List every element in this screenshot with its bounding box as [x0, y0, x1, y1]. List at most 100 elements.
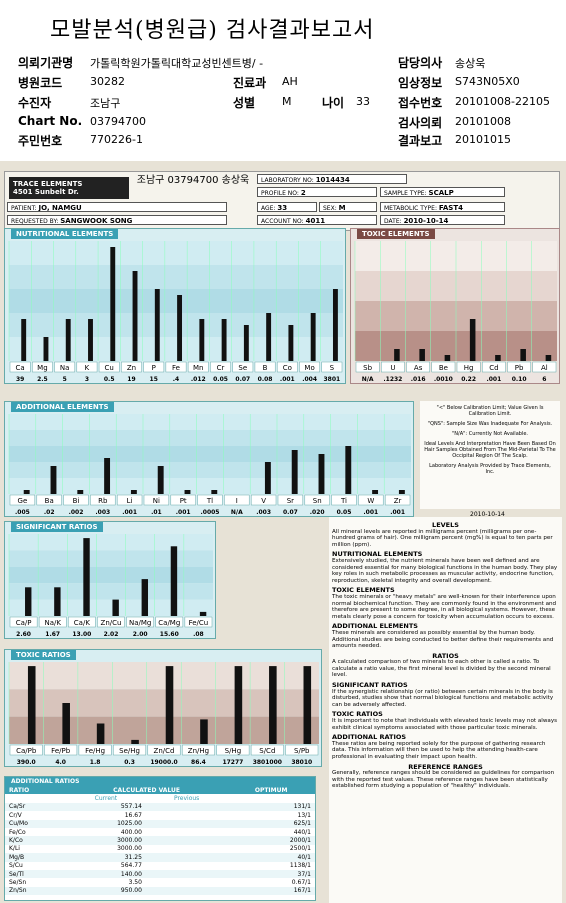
additional-band	[9, 430, 411, 446]
label-report-date: 결과보고	[398, 134, 443, 148]
report-info-box: TRACE ELEMENTS 4501 Sunbelt Dr. 조남구 0379…	[4, 171, 560, 231]
toxic-bar	[520, 349, 526, 361]
profile-label: PROFILE NO:	[261, 190, 299, 197]
additional-label-cell	[304, 494, 330, 506]
col-calculated: CALCULATED VALUE	[113, 786, 181, 794]
optimum-cell: 131/1	[293, 803, 311, 811]
label-patient: 수진자	[18, 96, 52, 110]
toxic-tick-label: Pb	[515, 364, 524, 372]
page-title: 모발분석(병원급) 검사결과보고서	[50, 18, 375, 43]
nutritional-label-cell	[299, 361, 320, 373]
additional-title: ADDITIONAL ELEMENTS	[11, 402, 114, 412]
significant-label-cell	[97, 616, 125, 628]
requested-by-value: SANGWOOK SONG	[60, 217, 133, 225]
toxic-ratio-bar	[131, 739, 139, 744]
toxr-desc-title: TOXIC RATIOS	[332, 710, 383, 719]
ratio-cell: Zn/Sn	[9, 887, 27, 895]
value-patient: 조남구	[90, 97, 121, 110]
nutritional-tick-label: P	[152, 364, 156, 372]
nutritional-tick-label: Fe	[172, 364, 180, 372]
nutritional-tick-label: B	[263, 364, 268, 372]
significant-title: SIGNIFICANT RATIOS	[11, 522, 103, 532]
addr-desc-text: These ratios are being reported solely f…	[332, 740, 546, 760]
toxic-ratio-label-cell	[181, 744, 215, 756]
nutritional-tick-label: S	[330, 364, 335, 372]
additional-value-label: .001	[122, 509, 137, 516]
levels-title: LEVELS	[432, 521, 459, 529]
nutritional-bar	[310, 313, 316, 361]
nutritional-label-cell	[121, 361, 142, 373]
additional-tick-label: V	[261, 497, 266, 505]
ref-desc-title: REFERENCE RANGES	[408, 762, 483, 771]
label-department: 진료과	[233, 76, 267, 90]
current-cell: 557.14	[120, 803, 142, 811]
legend-line-2: "QNS": Sample Size Was Inadequate For An…	[427, 421, 553, 427]
toxic-ratio-label-cell	[9, 744, 43, 756]
significant-tick-label: Na/Mg	[129, 619, 151, 627]
additional-bar	[398, 490, 405, 494]
nutritional-tick-label: Na	[60, 364, 70, 372]
table-row: Zn/Sn 950.00 167/1	[5, 886, 315, 896]
nutritional-value-label: 39	[16, 376, 24, 383]
nutritional-label-cell	[54, 361, 76, 373]
toxic-ratio-value-label: 0.3	[124, 759, 135, 766]
nutritional-bar	[154, 289, 160, 361]
value-institution: 가톨릭학원가톨릭대학교성빈센트병/ -	[90, 57, 264, 70]
additional-label-cell	[170, 494, 196, 506]
nutritional-label-cell	[232, 361, 254, 373]
additional-value-label: 0.07	[283, 509, 298, 516]
metabolic-type-label: METABOLIC TYPE:	[384, 205, 437, 212]
additional-value-label: 0.05	[337, 509, 352, 516]
label-doctor: 담당의사	[398, 56, 443, 70]
previous-cell	[146, 878, 227, 886]
nutritional-value-label: 5	[63, 376, 67, 383]
optimum-cell: 167/1	[293, 887, 311, 895]
additional-value-label: .002	[69, 509, 84, 516]
table-row: Se/Tl 140.00 37/1	[5, 869, 315, 879]
requested-by-label: REQUESTED BY:	[11, 218, 59, 225]
additional-label-cell	[224, 494, 250, 506]
nutritional-bar	[88, 319, 93, 361]
age-label: AGE:	[261, 205, 276, 212]
ref-desc-text: Generally, reference ranges should be co…	[332, 770, 555, 790]
toxic-ratio-bar	[200, 719, 208, 744]
significant-tick-label: Na/K	[44, 619, 61, 627]
date-field: DATE: 2010-10-14	[380, 215, 505, 225]
nutritional-label-cell	[76, 361, 98, 373]
label-request-date: 검사의뢰	[398, 116, 443, 130]
toxic-ratio-value-label: 86.4	[191, 759, 206, 766]
account-label: ACCOUNT NO:	[261, 218, 304, 225]
significant-band	[9, 583, 213, 600]
additional-tick-label: W	[367, 497, 374, 505]
value-clinical-info: S743N05X0	[455, 75, 520, 88]
nutritional-value-label: .001	[280, 376, 295, 383]
toxic-tick-label: U	[390, 364, 395, 372]
optimum-cell: 1138/1	[289, 862, 311, 870]
nutritional-tick-label: Cr	[217, 364, 225, 372]
label-chart-no: Chart No.	[18, 114, 83, 128]
addr-desc-title: ADDITIONAL RATIOS	[332, 733, 407, 742]
significant-label-cell	[9, 616, 38, 628]
nutritional-bar	[266, 313, 272, 361]
nutritional-label-cell	[165, 361, 187, 373]
significant-band	[9, 534, 213, 551]
toxic-ratio-label-cell	[250, 744, 284, 756]
additional-bar	[291, 450, 298, 494]
sig-desc-text: If the synergistic relationship (or rati…	[332, 688, 554, 708]
optimum-cell: 40/1	[297, 853, 311, 861]
additional-tick-label: Li	[127, 497, 133, 505]
nutritional-bar	[65, 319, 71, 361]
significant-ratios-panel: SIGNIFICANT RATIOS Ca/P 2.60 Na/K 1.67 Ca/K 1…	[4, 521, 216, 639]
lab-address: 4501 Sunbelt Dr.	[13, 188, 79, 196]
significant-tick-label: Ca/Mg	[158, 619, 180, 627]
toxic-ratio-value-label: 390.0	[17, 759, 36, 766]
toxic-ratio-bar	[62, 703, 70, 744]
col-current: Current	[94, 795, 118, 803]
legend-line-5: Laboratory Analysis Provided by Trace El…	[429, 463, 551, 475]
table-row: Cr/V 16.67 13/1	[5, 811, 315, 819]
nutritional-value-label: 0.05	[213, 376, 228, 383]
nutritional-bar	[43, 337, 49, 361]
label-institution: 의뢰기관명	[18, 56, 74, 70]
nutritional-label-cell	[254, 361, 276, 373]
ratio-cell: Ca/Sr	[9, 803, 26, 811]
